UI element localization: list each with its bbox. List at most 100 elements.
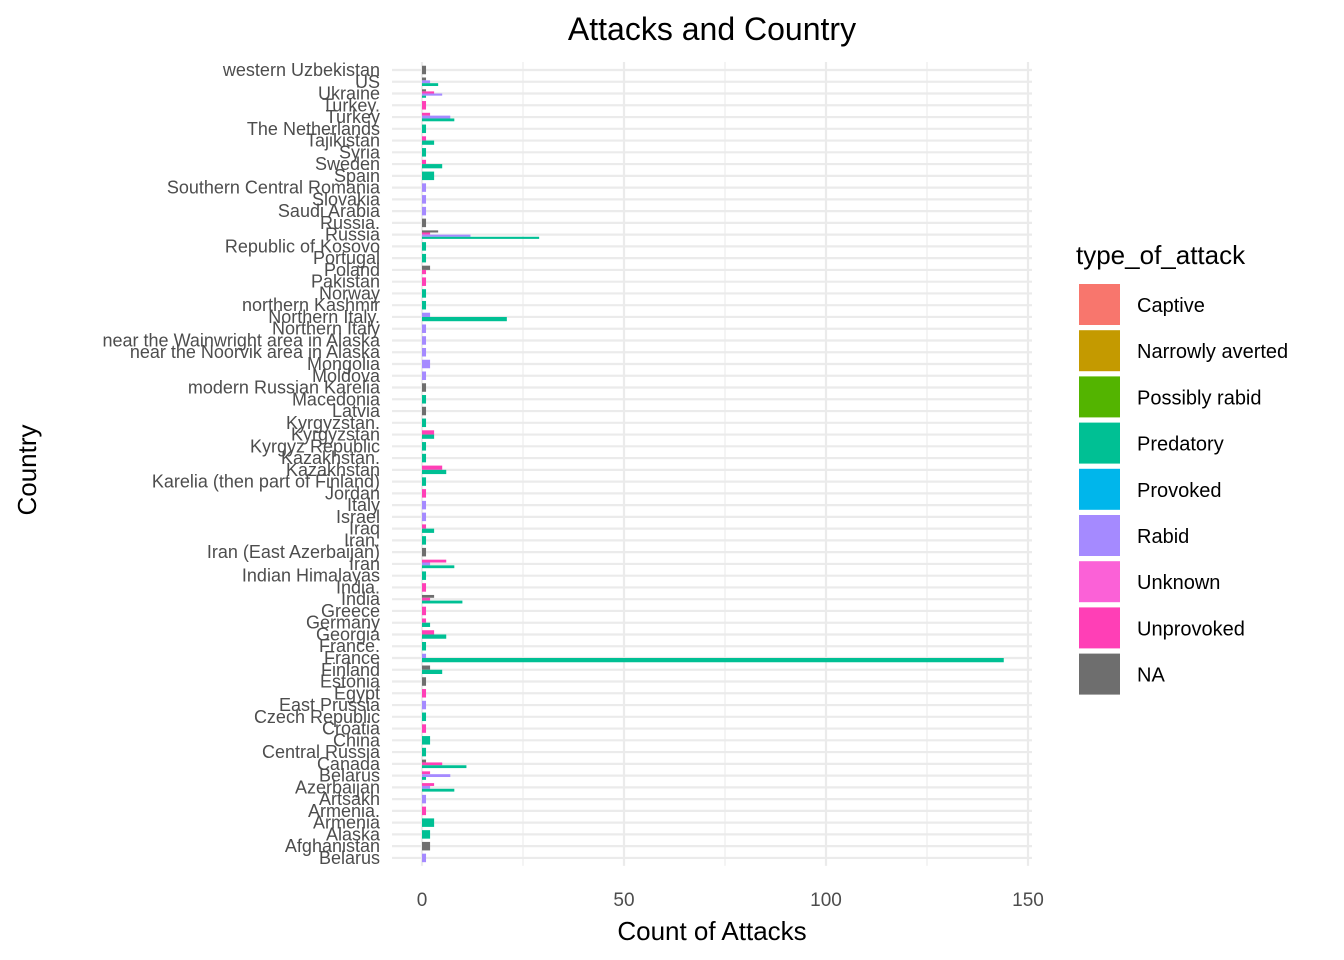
bar-predatory [422, 469, 447, 475]
y-tick-label: Northern Italy. [268, 307, 380, 327]
bar-predatory [422, 565, 455, 569]
legend-label: Provoked [1137, 480, 1222, 502]
bar-unprovoked [422, 762, 443, 766]
bar-unprovoked [422, 524, 427, 529]
y-tick-label: Kyrgyzstan. [286, 413, 380, 433]
y-tick-label: Macedonia [292, 389, 381, 409]
bar-na [422, 841, 431, 851]
y-tick-label: Slovakia [312, 189, 381, 209]
bar-predatory [422, 765, 467, 769]
legend-label: Predatory [1137, 434, 1224, 456]
bar-predatory [422, 434, 435, 439]
y-tick-label: Latvia [332, 401, 381, 421]
bar-unprovoked [422, 618, 427, 623]
bar-predatory [422, 124, 427, 134]
bar-predatory [422, 316, 507, 322]
x-tick-labels: 0 50 100 150 [417, 890, 1044, 911]
bar-predatory [422, 477, 427, 486]
bar-unprovoked [422, 91, 435, 94]
y-tick-label: Southern Central Romania [167, 178, 381, 198]
bar-rabid [422, 785, 431, 789]
bar-unprovoked [422, 783, 435, 786]
legend-label: Possibly rabid [1137, 387, 1262, 409]
y-tick-label: Kyrgyzstan [291, 425, 380, 445]
bar-na [422, 383, 427, 392]
y-tick-label: Estonia [320, 672, 381, 692]
y-tick-label: India. [336, 577, 380, 597]
y-tick-label: Armenia [313, 813, 381, 833]
bar-predatory [422, 140, 435, 145]
legend-swatch [1079, 422, 1120, 464]
bar-predatory [422, 395, 427, 404]
bar-na [422, 89, 427, 92]
legend-label: NA [1137, 665, 1165, 687]
legend-swatch [1079, 468, 1120, 510]
y-tick-label: Germany [306, 613, 380, 633]
y-tick-label: Finland [321, 660, 380, 680]
y-tick-label: Tajikistan [306, 131, 380, 151]
y-tick-label: Poland [324, 260, 380, 280]
y-tick-label: Saudi Arabia [278, 201, 381, 221]
bar-predatory [422, 669, 443, 675]
y-tick-label: Italy [347, 495, 380, 515]
bar-predatory [422, 528, 435, 533]
y-tick-label: Belarus [319, 766, 380, 786]
bar-rabid [422, 206, 427, 216]
y-tick-label: Alaska [326, 824, 381, 844]
bar-rabid [422, 336, 427, 345]
chart-title: Attacks and Country [568, 11, 856, 47]
bar-rabid [422, 794, 427, 804]
y-tick-label: China [333, 730, 381, 750]
legend-label: Narrowly averted [1137, 341, 1288, 363]
y-tick-label: Syria [339, 142, 381, 162]
bar-unprovoked [422, 101, 427, 110]
y-tick-label: Russia. [320, 213, 380, 233]
bar-predatory [422, 536, 427, 545]
legend-swatch [1079, 515, 1120, 556]
bar-unprovoked [422, 269, 427, 275]
y-tick-label: Iran [349, 554, 380, 574]
bar-unprovoked [422, 112, 431, 116]
bar-predatory [422, 171, 435, 181]
bar-na [422, 218, 427, 228]
bar-rabid [422, 562, 431, 566]
bar-predatory [422, 634, 447, 639]
x-tick-label: 100 [810, 890, 842, 911]
legend-swatch [1079, 607, 1120, 649]
legend-label: Rabid [1137, 526, 1189, 548]
legend-label: Unknown [1137, 572, 1220, 594]
bar-na [422, 230, 439, 233]
y-tick-label: northern Kashmir [242, 295, 380, 315]
y-tick-label: Indian Himalayas [242, 566, 380, 586]
bar-unprovoked [422, 689, 427, 698]
bar-rabid [422, 183, 427, 192]
bar-na [422, 665, 431, 670]
y-tick-label: Ukraine [318, 84, 380, 104]
bar-predatory [422, 253, 427, 263]
bar-predatory [422, 818, 435, 827]
y-axis-title: Country [12, 424, 42, 515]
grid [392, 62, 1032, 866]
bar-na [422, 594, 435, 598]
y-tick-label: Iran. [344, 530, 380, 550]
bar-na [422, 265, 431, 270]
bar-predatory [422, 622, 431, 627]
bar-unprovoked [422, 559, 447, 563]
legend-swatch [1079, 376, 1120, 418]
legend-swatch [1079, 653, 1120, 695]
y-tick-label: Norway [319, 283, 380, 303]
bar-predatory [422, 641, 427, 651]
bar-predatory [422, 747, 427, 757]
bar-unprovoked [422, 630, 435, 635]
y-tick-label: Greece [321, 601, 380, 621]
bar-unprovoked [422, 724, 427, 733]
y-tick-label: Czech Republic [254, 707, 380, 727]
bar-rabid [422, 700, 427, 710]
bar-unprovoked [422, 465, 443, 470]
legend-swatch [1079, 561, 1120, 603]
y-tick-labels: western UzbekistanUSUkraineTurkey.Turkey… [103, 60, 381, 868]
bar-predatory [422, 148, 427, 157]
y-tick-label: Kazakhstan [286, 460, 380, 480]
legend-swatch [1079, 284, 1120, 325]
